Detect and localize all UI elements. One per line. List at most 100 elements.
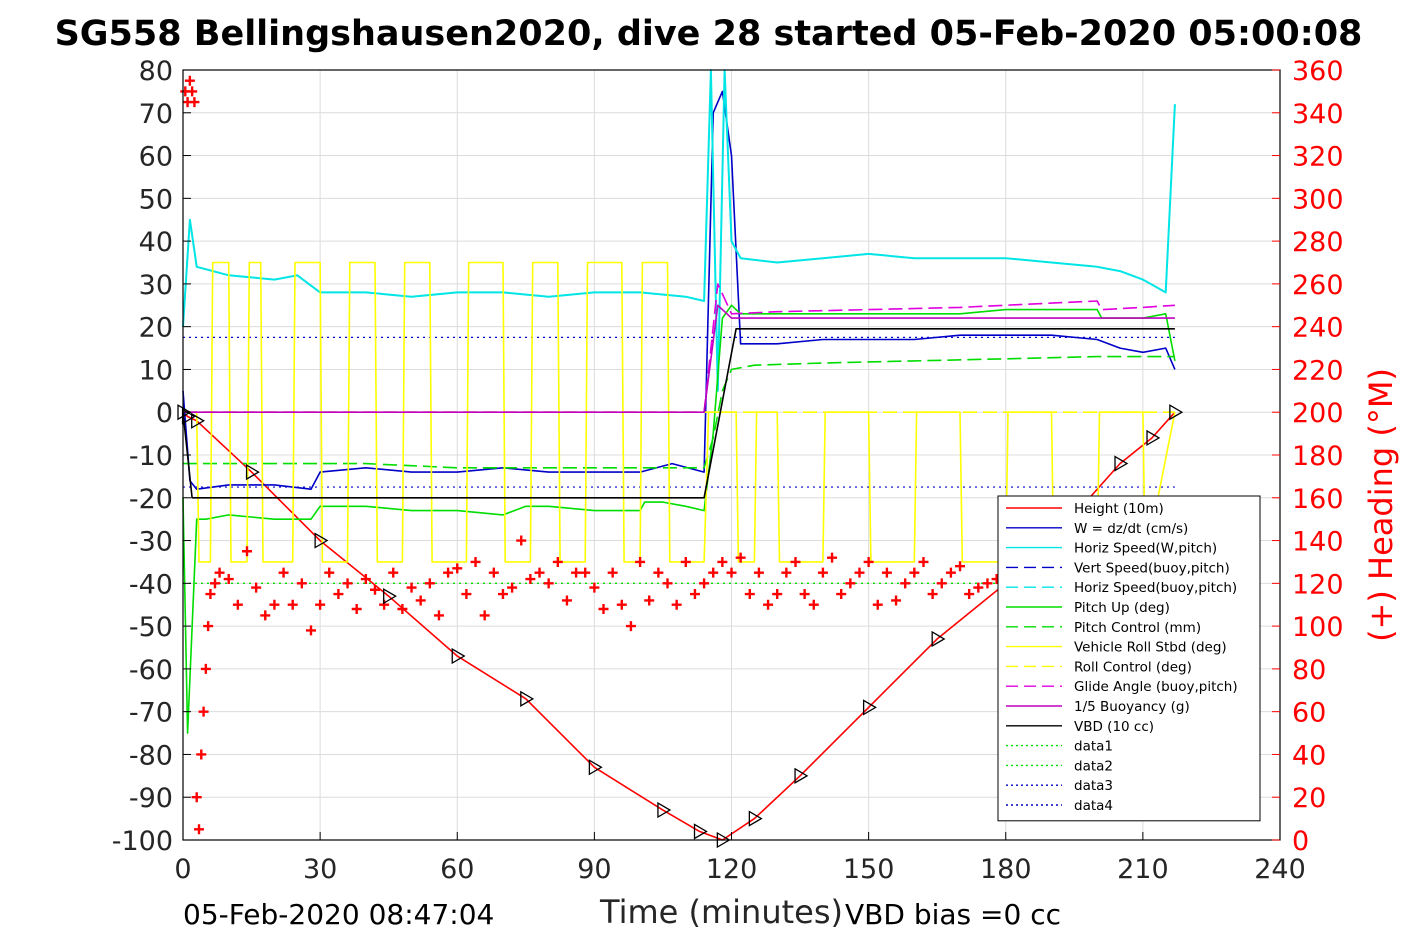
heading-point — [671, 599, 682, 610]
y2-tick-label: 260 — [1292, 270, 1344, 301]
heading-point — [699, 578, 710, 589]
heading-point — [433, 610, 444, 621]
heading-point — [360, 574, 371, 585]
heading-point — [589, 582, 600, 593]
heading-point — [324, 567, 335, 578]
y2-tick-label: 280 — [1292, 227, 1344, 258]
y-tick-label: -90 — [129, 783, 173, 814]
heading-point — [817, 567, 828, 578]
heading-point — [260, 610, 271, 621]
depth-marker — [931, 630, 946, 648]
y-tick-label: -80 — [129, 740, 173, 771]
series-pitch-up-deg- — [182, 304, 1176, 734]
heading-point — [616, 599, 627, 610]
y2-tick-label: 200 — [1292, 398, 1344, 429]
heading-point — [881, 567, 892, 578]
x-tick-label: 180 — [980, 854, 1032, 885]
heading-point — [452, 563, 463, 574]
depth-marker — [748, 810, 763, 827]
heading-point — [763, 599, 774, 610]
legend-label: Vert Speed(buoy,pitch) — [1074, 560, 1230, 576]
legend-label: data3 — [1074, 778, 1113, 794]
heading-point — [214, 567, 225, 578]
depth-marker — [862, 699, 877, 716]
heading-point — [552, 556, 563, 567]
heading-point — [333, 589, 344, 600]
y-tick-label: 80 — [139, 56, 173, 87]
heading-point — [241, 546, 252, 557]
series-vbd-10-cc- — [182, 327, 1175, 499]
x-tick-label: 30 — [303, 854, 337, 885]
heading-point — [680, 556, 691, 567]
heading-point — [287, 599, 298, 610]
heading-point — [406, 582, 417, 593]
heading-point — [598, 604, 609, 614]
depth-marker — [520, 690, 535, 707]
heading-point — [625, 621, 636, 632]
footer-timestamp: 05-Feb-2020 08:47:04 — [183, 898, 495, 931]
series-w-dz-dt-cm-s- — [182, 90, 1176, 491]
heading-point — [900, 578, 911, 589]
heading-point — [909, 567, 920, 578]
depth-marker — [245, 463, 260, 481]
depth-marker — [451, 647, 466, 665]
heading-point — [351, 604, 362, 614]
x-tick-label: 0 — [174, 854, 191, 885]
y2-tick-label: 240 — [1292, 313, 1344, 344]
heading-point — [753, 567, 764, 578]
heading-point — [543, 578, 554, 589]
x-tick-label: 120 — [706, 854, 758, 885]
y-tick-label: 40 — [139, 227, 173, 258]
heading-point — [836, 589, 847, 600]
heading-point — [415, 595, 426, 606]
heading-point — [191, 792, 202, 803]
heading-point — [534, 567, 545, 578]
x-tick-label: 240 — [1254, 854, 1306, 885]
legend-label: W = dz/dt (cm/s) — [1074, 521, 1188, 537]
y2-tick-label: 320 — [1292, 142, 1344, 173]
heading-point — [808, 599, 819, 610]
y-tick-label: -10 — [129, 441, 173, 472]
heading-point — [799, 589, 810, 600]
y2-tick-label: 300 — [1292, 184, 1344, 215]
heading-point — [443, 567, 454, 578]
y-tick-label: -40 — [129, 569, 173, 600]
y-tick-label: -30 — [129, 527, 173, 558]
heading-point — [196, 749, 207, 760]
y2-tick-label: 180 — [1292, 441, 1344, 472]
heading-point — [580, 567, 591, 578]
heading-point — [945, 567, 956, 578]
y2-tick-label: 340 — [1292, 99, 1344, 130]
heading-point — [232, 599, 243, 610]
legend-label: Pitch Control (mm) — [1074, 620, 1201, 636]
heading-point — [973, 582, 984, 593]
heading-point — [342, 578, 353, 589]
heading-point — [203, 621, 214, 632]
y2-tick-label: 220 — [1292, 355, 1344, 386]
depth-marker — [657, 801, 672, 819]
heading-point — [653, 567, 664, 578]
heading-point — [507, 582, 518, 593]
heading-point — [845, 578, 856, 589]
heading-point — [305, 625, 316, 636]
heading-point — [315, 599, 326, 610]
heading-point — [772, 589, 783, 600]
heading-point — [964, 589, 975, 600]
heading-point — [689, 589, 700, 600]
y-tick-label: 60 — [139, 142, 173, 173]
heading-point — [891, 595, 902, 606]
heading-point — [854, 567, 865, 578]
heading-point — [397, 604, 408, 614]
y2-tick-label: 140 — [1292, 527, 1344, 558]
y2-tick-label: 160 — [1292, 484, 1344, 515]
heading-point — [488, 567, 499, 578]
heading-point — [735, 552, 746, 563]
y-tick-label: -70 — [129, 698, 173, 729]
heading-point — [479, 610, 490, 621]
heading-point — [223, 574, 234, 585]
heading-series — [180, 75, 1011, 835]
depth-marker — [191, 412, 206, 429]
heading-point — [497, 589, 508, 600]
heading-point — [209, 578, 220, 589]
